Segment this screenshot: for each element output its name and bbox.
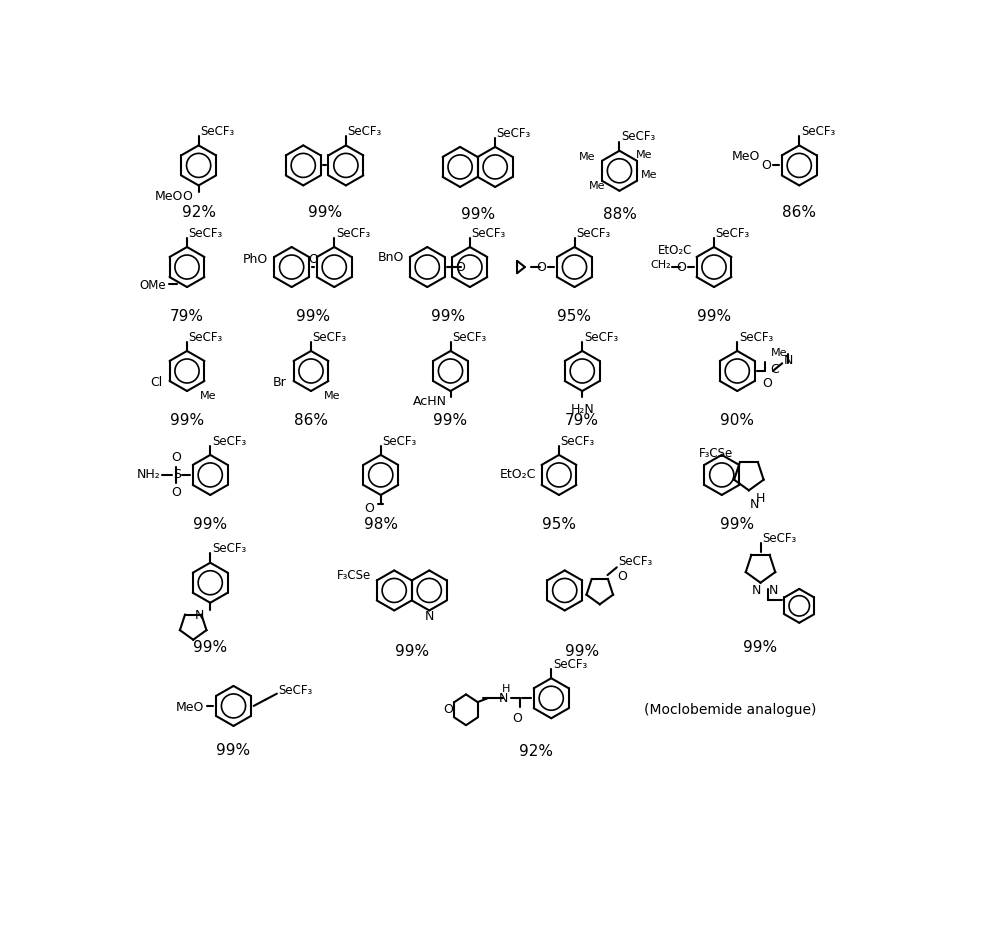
Text: H: H — [756, 492, 765, 505]
Text: SeCF₃: SeCF₃ — [618, 555, 653, 568]
Text: 99%: 99% — [720, 517, 754, 532]
Text: 99%: 99% — [395, 644, 429, 659]
Text: BnO: BnO — [378, 252, 404, 265]
Text: SeCF₃: SeCF₃ — [189, 227, 223, 239]
Text: O: O — [171, 486, 181, 498]
Text: MeO: MeO — [155, 189, 183, 203]
Text: SeCF₃: SeCF₃ — [200, 125, 234, 138]
Text: 99%: 99% — [432, 309, 466, 324]
Text: O: O — [676, 261, 686, 273]
Text: CH₂: CH₂ — [650, 260, 671, 269]
Text: SeCF₃: SeCF₃ — [452, 331, 486, 344]
Text: O: O — [761, 159, 771, 171]
Text: SeCF₃: SeCF₃ — [561, 434, 595, 447]
Text: 99%: 99% — [308, 205, 342, 220]
Text: SeCF₃: SeCF₃ — [382, 434, 417, 447]
Text: O: O — [171, 451, 181, 464]
Text: 86%: 86% — [782, 205, 816, 220]
Text: 99%: 99% — [193, 641, 227, 656]
Text: SeCF₃: SeCF₃ — [189, 331, 223, 344]
Text: EtO₂C: EtO₂C — [658, 244, 692, 256]
Text: 79%: 79% — [170, 309, 204, 324]
Text: PhO: PhO — [243, 252, 268, 266]
Text: S: S — [173, 468, 181, 481]
Text: N: N — [784, 353, 793, 366]
Text: Me: Me — [635, 151, 652, 160]
Text: 95%: 95% — [542, 517, 576, 532]
Text: AcHN: AcHN — [413, 396, 447, 408]
Text: SeCF₃: SeCF₃ — [739, 331, 773, 344]
Text: 92%: 92% — [519, 744, 553, 759]
Text: Me: Me — [771, 348, 787, 358]
Text: 86%: 86% — [294, 414, 328, 429]
Text: EtO₂C: EtO₂C — [499, 468, 536, 481]
Text: 99%: 99% — [193, 517, 227, 532]
Text: O: O — [365, 502, 375, 515]
Text: 99%: 99% — [296, 309, 330, 324]
Text: O: O — [762, 377, 772, 390]
Text: C: C — [770, 363, 779, 376]
Text: O: O — [183, 189, 192, 203]
Text: MeO: MeO — [732, 150, 761, 163]
Text: H: H — [502, 684, 510, 694]
Text: 99%: 99% — [697, 309, 731, 324]
Text: SeCF₃: SeCF₃ — [497, 126, 531, 139]
Text: Me: Me — [323, 391, 340, 400]
Text: NH₂: NH₂ — [137, 468, 161, 481]
Text: Me: Me — [641, 170, 658, 180]
Text: 99%: 99% — [743, 641, 778, 656]
Text: N: N — [195, 609, 204, 622]
Text: SeCF₃: SeCF₃ — [347, 125, 382, 138]
Text: N: N — [752, 584, 761, 597]
Text: O: O — [455, 261, 465, 273]
Text: O: O — [512, 712, 522, 725]
Text: SeCF₃: SeCF₃ — [584, 331, 618, 344]
Text: SeCF₃: SeCF₃ — [212, 543, 246, 556]
Text: SeCF₃: SeCF₃ — [553, 658, 587, 671]
Text: 99%: 99% — [565, 644, 599, 659]
Text: O: O — [308, 252, 318, 266]
Text: H₂N: H₂N — [570, 403, 594, 416]
Text: N: N — [768, 584, 778, 597]
Text: F₃CSe: F₃CSe — [337, 569, 371, 581]
Text: SeCF₃: SeCF₃ — [716, 227, 750, 239]
Text: O: O — [444, 704, 454, 716]
Text: Me: Me — [579, 152, 595, 162]
Text: Me: Me — [589, 181, 605, 191]
Text: N: N — [750, 497, 759, 511]
Text: SeCF₃: SeCF₃ — [313, 331, 347, 344]
Text: (Moclobemide analogue): (Moclobemide analogue) — [644, 703, 817, 717]
Text: SeCF₃: SeCF₃ — [621, 130, 655, 143]
Text: Cl: Cl — [150, 376, 162, 389]
Text: SeCF₃: SeCF₃ — [762, 531, 796, 544]
Text: 92%: 92% — [182, 205, 216, 220]
Text: OMe: OMe — [139, 280, 166, 292]
Text: SeCF₃: SeCF₃ — [801, 125, 835, 138]
Text: 99%: 99% — [216, 743, 251, 758]
Text: 88%: 88% — [603, 207, 636, 222]
Text: SeCF₃: SeCF₃ — [336, 227, 370, 239]
Text: N: N — [498, 691, 508, 705]
Text: SeCF₃: SeCF₃ — [212, 434, 246, 447]
Text: O: O — [537, 261, 547, 273]
Text: 79%: 79% — [565, 414, 599, 429]
Text: 98%: 98% — [364, 517, 398, 532]
Text: O: O — [618, 570, 627, 583]
Text: 99%: 99% — [170, 414, 204, 429]
Text: 90%: 90% — [720, 414, 754, 429]
Text: F₃CSe: F₃CSe — [698, 447, 733, 460]
Text: Br: Br — [272, 376, 286, 389]
Text: Me: Me — [199, 391, 216, 400]
Text: SeCF₃: SeCF₃ — [471, 227, 506, 239]
Text: SeCF₃: SeCF₃ — [278, 684, 313, 697]
Text: 99%: 99% — [461, 207, 495, 222]
Text: SeCF₃: SeCF₃ — [576, 227, 610, 239]
Text: MeO: MeO — [176, 701, 204, 714]
Text: N: N — [425, 610, 434, 624]
Text: 99%: 99% — [433, 414, 468, 429]
Text: 95%: 95% — [558, 309, 592, 324]
